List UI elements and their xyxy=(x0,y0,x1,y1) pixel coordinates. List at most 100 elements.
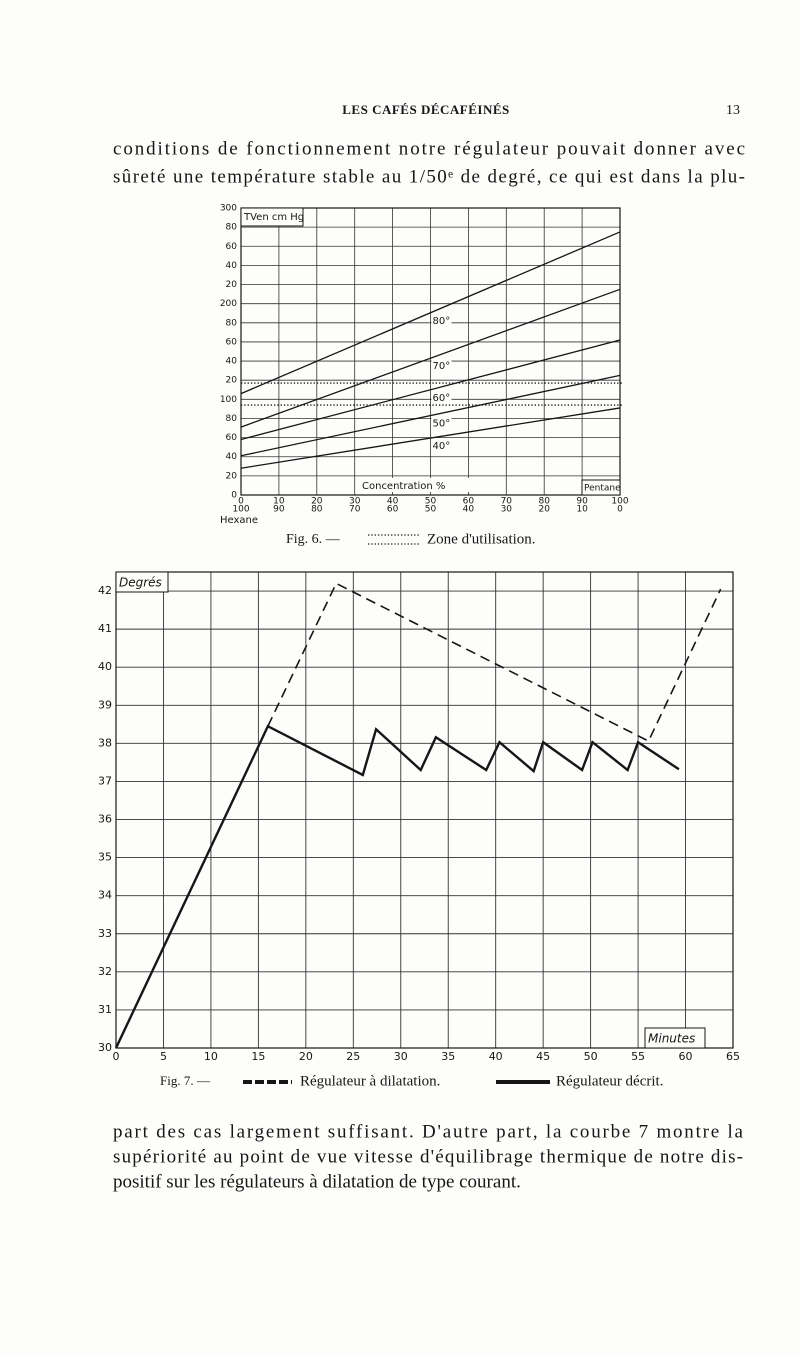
y-tick-label: 40 xyxy=(226,261,238,271)
y-tick-label: 40 xyxy=(226,357,238,367)
y-tick-label: 200 xyxy=(220,299,237,309)
x2-tick-label: 60 xyxy=(387,505,399,515)
x2-axis-label: Hexane xyxy=(220,515,258,526)
x2-tick-label: 80 xyxy=(311,505,323,515)
series-label: 50° xyxy=(433,419,451,430)
series-label-bg xyxy=(431,417,452,429)
x-tick-label: 65 xyxy=(726,1050,740,1063)
series-line xyxy=(240,374,621,457)
legend-label: Régulateur décrit. xyxy=(556,1073,663,1089)
x2-tick-label: 90 xyxy=(273,505,285,515)
y-tick-label: 20 xyxy=(226,376,238,386)
y-tick-label: 0 xyxy=(231,491,237,501)
x-tick-label: 90 xyxy=(576,497,588,507)
x-tick-label: 45 xyxy=(536,1050,550,1063)
x-tick-label: 20 xyxy=(299,1050,313,1063)
x-tick-label: 60 xyxy=(463,497,475,507)
x-tick-label: 10 xyxy=(273,497,285,507)
y-tick-label: 36 xyxy=(98,813,112,826)
y-tick-label: 40 xyxy=(226,452,238,462)
series-line xyxy=(267,582,722,743)
body-line: supériorité au point de vue vitesse d'éq… xyxy=(113,1146,743,1167)
legend-label: Zone d'utilisation. xyxy=(427,531,536,547)
series-label: 40° xyxy=(433,441,451,452)
y-tick-label: 60 xyxy=(226,433,238,443)
label-box xyxy=(644,1027,706,1049)
plot-frame xyxy=(115,571,734,1049)
y-tick-label: 30 xyxy=(98,1041,112,1054)
x-tick-label: 40 xyxy=(489,1050,503,1063)
x-tick-label: 60 xyxy=(679,1050,693,1063)
y-tick-label: 42 xyxy=(98,584,112,597)
x2-tick-label: 20 xyxy=(538,505,550,515)
plot-frame xyxy=(240,207,621,496)
y-tick-label: 20 xyxy=(226,471,238,481)
y-tick-label: 40 xyxy=(98,660,112,673)
series-line xyxy=(240,339,621,441)
x2-tick-label: 40 xyxy=(463,505,475,515)
x-tick-label: 100 xyxy=(611,497,628,507)
x-tick-label: 80 xyxy=(538,497,550,507)
label-box xyxy=(240,207,304,227)
x-tick-label: 70 xyxy=(501,497,513,507)
x2-tick-label: 100 xyxy=(232,505,249,515)
x-tick-label: 35 xyxy=(441,1050,455,1063)
body-line: positif sur les régulateurs à dilatation… xyxy=(113,1171,521,1192)
x2-tick-label: 0 xyxy=(617,505,623,515)
legend-label: Régulateur à dilatation. xyxy=(300,1073,440,1089)
x-tick-label: 40 xyxy=(387,497,399,507)
y-tick-label: 31 xyxy=(98,1003,112,1016)
x-tick-label: 0 xyxy=(113,1050,120,1063)
y-tick-label: 38 xyxy=(98,736,112,749)
series-line xyxy=(240,407,621,469)
x-tick-label: 15 xyxy=(251,1050,265,1063)
x-tick-label: 50 xyxy=(425,497,437,507)
series-label: 80° xyxy=(433,316,451,327)
y-tick-label: 39 xyxy=(98,698,112,711)
x-tick-label: 50 xyxy=(584,1050,598,1063)
y-tick-label: 37 xyxy=(98,774,112,787)
y-axis-label: Degrés xyxy=(119,576,162,590)
x-tick-label: 10 xyxy=(204,1050,218,1063)
series-label-bg xyxy=(431,314,452,326)
x-tick-label: 25 xyxy=(346,1050,360,1063)
figure-caption: Fig. 6. — xyxy=(286,532,341,547)
x-axis-label: Concentration % xyxy=(362,481,445,492)
y-tick-label: 20 xyxy=(226,280,238,290)
body-line: conditions de fonctionnement notre régul… xyxy=(113,138,745,159)
series-line xyxy=(240,231,621,395)
x-tick-label: 55 xyxy=(631,1050,645,1063)
x2-tick-label: 10 xyxy=(576,505,588,515)
x-tick-label: 5 xyxy=(160,1050,167,1063)
label-box xyxy=(115,571,169,593)
y-tick-label: 80 xyxy=(226,223,238,233)
x2-tick-label: 30 xyxy=(501,505,513,515)
running-head: LES CAFÉS DÉCAFÉINÉS xyxy=(342,102,510,117)
x-tick-label: 30 xyxy=(349,497,361,507)
series-label: 60° xyxy=(433,393,451,404)
y-tick-label: 35 xyxy=(98,851,112,864)
series-label-bg xyxy=(431,391,452,403)
x-tick-label: 30 xyxy=(394,1050,408,1063)
y-tick-label: 80 xyxy=(226,318,238,328)
x2-tick-label: 50 xyxy=(425,505,437,515)
series-line xyxy=(240,288,621,428)
y-tick-label: 34 xyxy=(98,889,112,902)
y-axis-label: TVen cm Hg xyxy=(243,212,304,223)
y-tick-label: 100 xyxy=(220,395,237,405)
series-label-bg xyxy=(431,360,452,372)
label-bg xyxy=(360,478,470,492)
y-tick-label: 60 xyxy=(226,242,238,252)
body-line: part des cas largement suffisant. D'autr… xyxy=(113,1121,744,1142)
y-tick-label: 32 xyxy=(98,965,112,978)
y-tick-label: 60 xyxy=(226,337,238,347)
figure-caption: Fig. 7. — xyxy=(160,1073,211,1088)
series-line xyxy=(114,724,680,1049)
page-number: 13 xyxy=(726,103,740,118)
x-axis-label: Minutes xyxy=(648,1032,695,1046)
x2-tick-label: 70 xyxy=(349,505,361,515)
x-tick-label: 0 xyxy=(238,497,244,507)
body-line: sûreté une température stable au 1/50ᵉ d… xyxy=(113,166,745,187)
